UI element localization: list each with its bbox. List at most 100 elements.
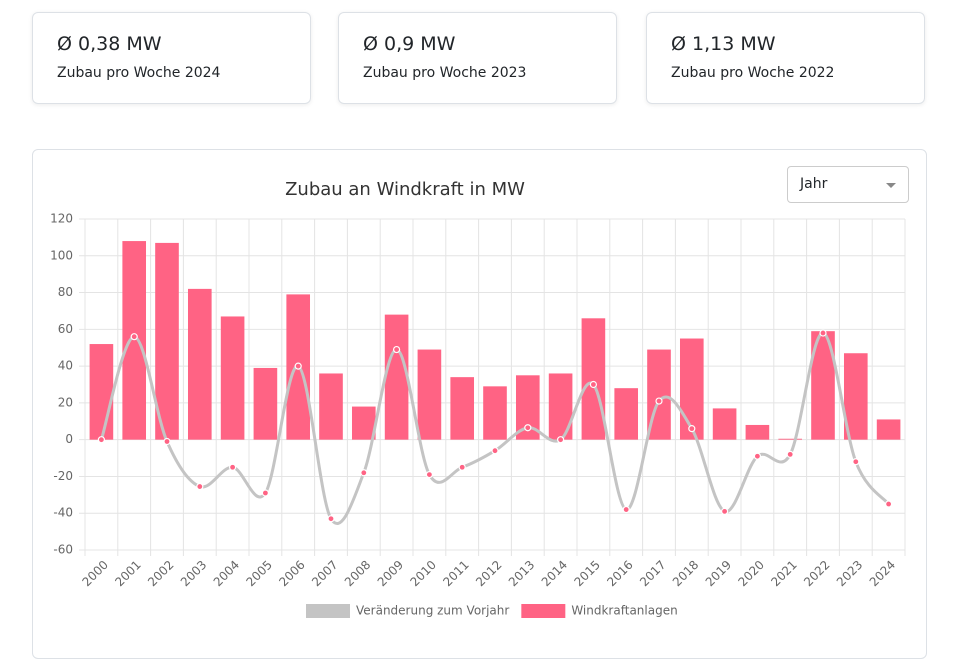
bar [319, 373, 343, 440]
x-tick-label: 2013 [506, 558, 537, 589]
y-tick-label: -40 [53, 506, 73, 520]
x-tick-label: 2011 [440, 558, 471, 589]
card: Ø 0,38 MW Zubau pro Woche 2024 [32, 12, 311, 104]
y-tick-label: 60 [58, 322, 73, 336]
legend-label: Windkraftanlagen [571, 604, 677, 618]
point [852, 458, 860, 466]
card-label: Zubau pro Woche 2022 [671, 65, 835, 81]
x-tick-label: 2004 [211, 558, 242, 589]
bar [811, 331, 835, 440]
card-label: Zubau pro Woche 2024 [57, 65, 221, 81]
bar [450, 377, 475, 440]
x-tick-label: 2007 [309, 558, 340, 589]
bar [384, 314, 409, 440]
x-tick-label: 2006 [276, 558, 307, 589]
bar [614, 388, 639, 440]
bar [679, 338, 704, 440]
chart: Zubau an Windkraft in MW -60 -40 -20 0 20 40 6… [50, 179, 906, 618]
card-value: Ø 1,13 MW [671, 33, 776, 55]
x-tick-label: 2022 [801, 558, 832, 589]
point [786, 450, 794, 458]
y-tick-label: 20 [58, 395, 73, 409]
x-tick-label: 2021 [768, 558, 799, 589]
x-tick-label: 2018 [670, 558, 701, 589]
y-tick-label: 40 [58, 359, 73, 373]
point [556, 436, 565, 444]
point [294, 362, 302, 370]
x-tick-label: 2010 [407, 558, 438, 589]
point [97, 436, 106, 444]
x-tick-label: 2008 [342, 558, 373, 589]
point [753, 452, 762, 460]
point [393, 345, 401, 354]
point [819, 329, 827, 337]
legend-swatch [521, 604, 566, 618]
x-tick-label: 2015 [571, 558, 602, 589]
x-tick-label: 2001 [112, 558, 143, 589]
bar [253, 367, 278, 440]
point [491, 447, 499, 455]
page: Ø 0,38 MW Zubau pro Woche 2024 Ø 0,9 MW Zu… [32, 12, 927, 659]
x-tick-label: 2023 [834, 558, 865, 589]
point [261, 489, 269, 497]
y-tick-label: 0 [65, 432, 73, 446]
x-tick-label: 2024 [867, 558, 898, 589]
bar [155, 242, 179, 440]
point [425, 471, 433, 479]
bar [351, 406, 376, 440]
card-value: Ø 0,38 MW [57, 33, 162, 55]
x-tick-label: 2020 [735, 558, 766, 589]
y-tick-label: -20 [53, 469, 73, 483]
point [622, 505, 630, 514]
point [163, 437, 171, 446]
point [360, 469, 368, 477]
y-tick-label: 120 [50, 212, 73, 226]
point [327, 515, 335, 523]
bar [712, 408, 737, 440]
card: Ø 1,13 MW Zubau pro Woche 2022 [646, 12, 925, 104]
x-tick-label: 2017 [637, 558, 668, 589]
x-tick-label: 2005 [243, 558, 274, 589]
bar [122, 241, 147, 440]
x-tick-label: 2002 [145, 558, 176, 589]
point [196, 482, 204, 491]
point [655, 397, 663, 405]
x-tick-label: 2016 [604, 558, 635, 589]
bar [843, 353, 868, 440]
bar [483, 386, 507, 440]
x-tick-label: 2012 [473, 558, 504, 589]
card: Ø 0,9 MW Zubau pro Woche 2023 [338, 12, 617, 104]
legend-swatch [306, 604, 350, 618]
legend-label: Veränderung zum Vorjahr [356, 604, 509, 618]
y-tick-label: 100 [50, 248, 73, 262]
point [884, 500, 893, 508]
y-tick-label: 80 [58, 285, 73, 299]
year-dropdown[interactable]: Jahr [787, 166, 909, 203]
x-tick-label: 2014 [539, 558, 570, 589]
bar [220, 316, 245, 440]
chart-title: Zubau an Windkraft in MW [285, 179, 525, 200]
card-value: Ø 0,9 MW [363, 33, 456, 55]
card-label: Zubau pro Woche 2023 [363, 65, 527, 81]
bar [876, 419, 901, 440]
point [130, 333, 138, 341]
point [458, 463, 466, 471]
bar [89, 344, 114, 440]
x-tick-label: 2019 [703, 558, 734, 589]
point [688, 425, 696, 433]
bar [417, 349, 442, 440]
bar [548, 373, 573, 440]
bar [778, 438, 803, 440]
point [229, 463, 237, 471]
bar [745, 424, 770, 440]
x-tick-label: 2000 [79, 558, 110, 589]
point [589, 380, 598, 389]
bar [187, 288, 212, 440]
x-tick-label: 2003 [178, 558, 209, 589]
point [720, 507, 729, 515]
y-tick-label: -60 [53, 543, 73, 557]
bar [581, 318, 606, 440]
point [524, 424, 532, 432]
x-tick-label: 2009 [375, 558, 406, 589]
bar [515, 375, 540, 440]
